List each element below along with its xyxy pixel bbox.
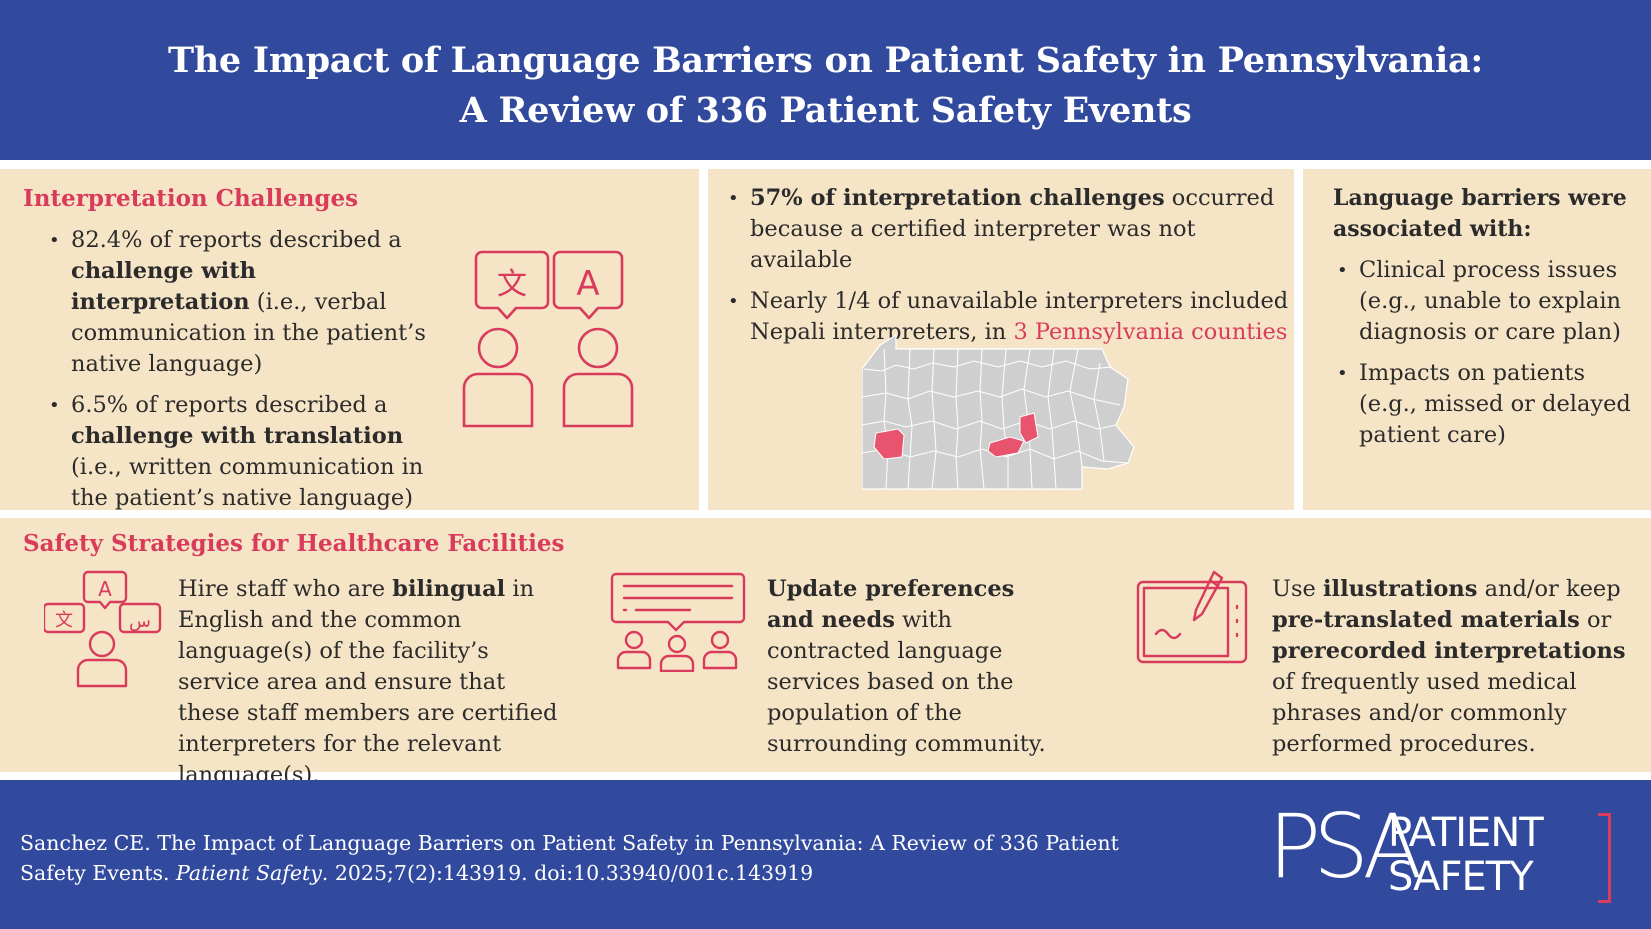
- latin-glyph: A: [576, 264, 599, 304]
- availability-list: 57% of interpretation challenges occurre…: [724, 183, 1289, 358]
- footer-banner: [0, 780, 1651, 929]
- community-feedback-icon: [610, 572, 746, 672]
- strategy-2-text: Update preferences and needs with contra…: [767, 576, 1046, 757]
- interpretation-list: 82.4% of reports described a challenge w…: [45, 225, 440, 524]
- association-item-1: Clinical process issues (e.g., unable to…: [1333, 255, 1633, 348]
- multilingual-staff-icon: A 文 س: [44, 570, 162, 688]
- pennsylvania-map: [862, 333, 1135, 490]
- associations-list: Clinical process issues (e.g., unable to…: [1333, 255, 1633, 461]
- strategies-panel: [0, 518, 1651, 772]
- title-line-2: A Review of 336 Patient Safety Events: [459, 90, 1192, 131]
- county-highlight-3: [987, 436, 1025, 458]
- counties-highlight: 3 Pennsylvania counties: [1013, 319, 1288, 345]
- interpretation-item-1: 82.4% of reports described a challenge w…: [45, 225, 440, 380]
- strategy-3-text: Use illustrations and/or keep pre-transl…: [1272, 576, 1626, 757]
- association-item-2: Impacts on patients (e.g., missed or del…: [1333, 358, 1633, 451]
- interpreters-icon: 文 A: [462, 250, 634, 428]
- chinese-glyph: 文: [497, 267, 527, 302]
- title-line-1: The Impact of Language Barriers on Patie…: [168, 40, 1483, 81]
- svg-text:س: س: [129, 611, 151, 632]
- interpretation-title: Interpretation Challenges: [23, 185, 359, 212]
- interpretation-item-2: 6.5% of reports described a challenge wi…: [45, 390, 440, 514]
- county-highlight-1: [873, 428, 905, 460]
- illustration-tablet-icon: [1136, 570, 1248, 664]
- county-highlight-2: [1019, 412, 1039, 444]
- citation: Sanchez CE. The Impact of Language Barri…: [20, 831, 1119, 885]
- associations-title: Language barriers were associated with:: [1333, 185, 1627, 242]
- psa-logo: PSA PATIENT SAFETY: [1268, 797, 1611, 903]
- svg-text:文: 文: [55, 610, 73, 631]
- strategies-title: Safety Strategies for Healthcare Facilit…: [23, 530, 565, 557]
- header-banner: The Impact of Language Barriers on Patie…: [0, 0, 1651, 160]
- strategy-1-text: Hire staff who are bilingual in English …: [178, 576, 558, 788]
- availability-item-2: Nearly 1/4 of unavailable interpreters i…: [724, 286, 1289, 348]
- svg-text:A: A: [98, 577, 112, 601]
- availability-item-1: 57% of interpretation challenges occurre…: [724, 183, 1289, 276]
- page-title: The Impact of Language Barriers on Patie…: [0, 0, 1651, 136]
